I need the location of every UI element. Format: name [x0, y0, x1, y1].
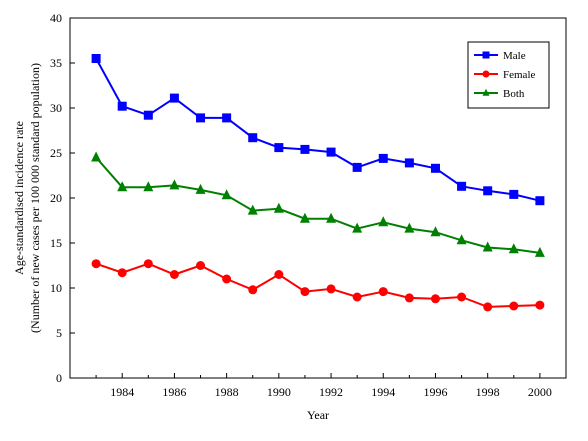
data-point-both: [299, 212, 310, 223]
y-tick-label: 5: [56, 326, 62, 340]
data-point-male: [143, 110, 153, 120]
data-point-female: [196, 261, 206, 270]
legend-marker-both: [482, 88, 490, 96]
data-point-both: [534, 246, 545, 257]
data-point-male: [509, 189, 519, 199]
data-point-both: [482, 241, 493, 252]
data-point-both: [169, 179, 180, 190]
data-point-male: [91, 54, 101, 63]
data-point-male: [117, 101, 127, 111]
data-point-female: [169, 270, 179, 279]
data-point-both: [378, 216, 389, 227]
data-point-female: [91, 259, 101, 269]
data-point-female: [457, 292, 467, 302]
data-point-both: [430, 226, 441, 237]
y-tick-label: 20: [50, 191, 62, 205]
series-both: [91, 151, 545, 257]
x-tick-label: 1986: [162, 385, 186, 399]
legend: Male Female Both: [467, 41, 550, 109]
legend-item-female: Female: [474, 69, 535, 81]
y-tick-label: 15: [50, 236, 62, 250]
series-female: [91, 259, 545, 312]
y-tick-label: 40: [50, 11, 62, 25]
x-tick-label: 1992: [319, 385, 343, 399]
y-axis-title: Age-standardised incidence rate: [12, 121, 26, 275]
x-tick-label: 1994: [371, 385, 395, 399]
x-tick-label: 1984: [110, 385, 134, 399]
data-point-female: [274, 270, 284, 279]
data-point-male: [535, 196, 545, 206]
data-point-female: [222, 274, 232, 284]
data-point-both: [91, 151, 102, 162]
data-point-both: [273, 202, 284, 213]
data-point-male: [300, 144, 310, 154]
x-axis-title: Year: [307, 408, 329, 422]
data-point-female: [143, 259, 153, 269]
series-layer: [91, 54, 545, 312]
x-tick-label: 2000: [528, 385, 552, 399]
data-point-male: [430, 163, 440, 173]
data-point-both: [508, 243, 519, 254]
x-tick-label: 1996: [423, 385, 447, 399]
data-point-female: [352, 292, 362, 302]
data-point-both: [143, 181, 154, 192]
data-point-male: [457, 181, 467, 191]
data-point-male: [248, 133, 258, 143]
y-tick-label: 25: [50, 146, 62, 160]
legend-label-female: Female: [503, 69, 535, 81]
data-point-both: [352, 222, 363, 233]
data-point-both: [221, 189, 232, 200]
data-point-female: [430, 294, 440, 304]
data-point-male: [169, 93, 179, 103]
x-tick-label: 1998: [476, 385, 500, 399]
data-point-male: [222, 113, 232, 123]
y-axis: 0 5 10 15 20 25 30 35 40: [50, 11, 75, 385]
data-point-both: [247, 204, 258, 215]
legend-marker-female: [482, 70, 490, 78]
x-tick-label: 1988: [215, 385, 239, 399]
data-point-male: [326, 147, 336, 157]
data-point-female: [404, 293, 414, 303]
series-male: [91, 54, 545, 206]
data-point-female: [117, 268, 127, 278]
data-point-both: [195, 183, 206, 194]
y-tick-label: 0: [56, 371, 62, 385]
data-point-female: [535, 300, 545, 310]
legend-label-male: Male: [503, 50, 526, 62]
legend-item-both: Both: [474, 88, 525, 100]
data-point-both: [326, 212, 337, 223]
data-point-male: [352, 162, 362, 172]
y-axis-subtitle: (Number of new cases per 100 000 standar…: [28, 63, 42, 333]
data-point-both: [117, 181, 128, 192]
legend-marker-male: [482, 51, 490, 59]
data-point-male: [378, 153, 388, 163]
y-tick-label: 30: [50, 101, 62, 115]
y-tick-label: 10: [50, 281, 62, 295]
legend-label-both: Both: [503, 88, 525, 100]
data-point-female: [326, 284, 336, 294]
series-line-both: [95, 156, 541, 254]
data-point-male: [196, 113, 206, 123]
data-point-female: [483, 302, 493, 312]
data-point-male: [483, 186, 493, 196]
legend-item-male: Male: [474, 50, 526, 62]
series-line-female: [95, 262, 540, 308]
x-tick-label: 1990: [267, 385, 291, 399]
data-point-male: [274, 143, 284, 153]
data-point-female: [378, 287, 388, 297]
data-point-both: [404, 222, 415, 233]
data-point-male: [404, 158, 414, 168]
y-tick-label: 35: [50, 56, 62, 70]
x-axis: 1984 1986 1988 1990 1992 1994 1996 1998 2000: [95, 373, 567, 399]
data-point-both: [456, 234, 467, 245]
data-point-female: [300, 287, 310, 297]
data-point-female: [509, 301, 519, 311]
data-point-female: [248, 285, 258, 295]
